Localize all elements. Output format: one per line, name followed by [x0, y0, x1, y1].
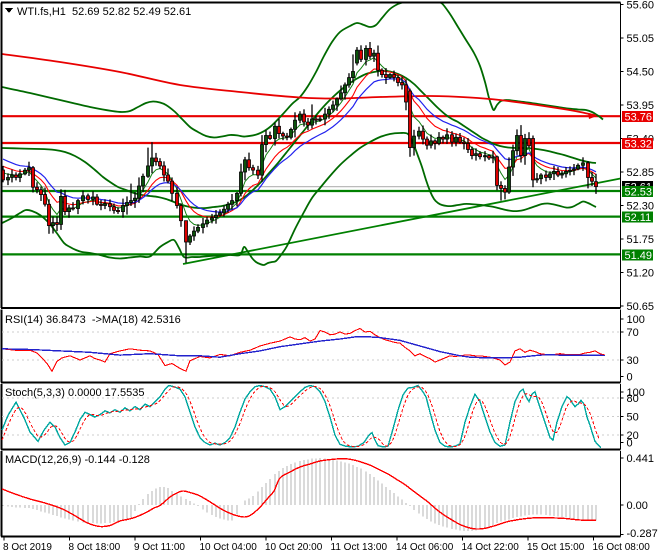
svg-text:20: 20 [627, 430, 639, 442]
svg-text:Stoch(5,3,3) 0.0000 17.5535: Stoch(5,3,3) 0.0000 17.5535 [5, 387, 144, 399]
svg-text:30: 30 [627, 355, 639, 367]
svg-text:10 Oct 04:00: 10 Oct 04:00 [200, 542, 258, 553]
svg-text:0: 0 [627, 438, 633, 450]
svg-text:11 Oct 13:00: 11 Oct 13:00 [331, 542, 388, 553]
svg-text:52.53: 52.53 [625, 187, 653, 199]
svg-text:8 Oct 2019: 8 Oct 2019 [3, 542, 52, 553]
svg-text:54.50: 54.50 [627, 67, 655, 79]
svg-text:50: 50 [627, 412, 639, 424]
svg-text:WTI.fs,H1 52.69 52.82 52.49 5: WTI.fs,H1 52.69 52.82 52.49 52.61 [17, 6, 191, 18]
svg-text:-0.287: -0.287 [627, 528, 658, 540]
svg-text:15 Oct 15:00: 15 Oct 15:00 [527, 542, 585, 553]
svg-text:14 Oct 06:00: 14 Oct 06:00 [396, 542, 454, 553]
svg-text:51.49: 51.49 [625, 250, 653, 262]
svg-text:70: 70 [627, 327, 639, 339]
svg-text:10 Oct 20:00: 10 Oct 20:00 [265, 542, 323, 553]
svg-text:0.441: 0.441 [627, 453, 655, 465]
svg-text:100: 100 [627, 387, 645, 399]
svg-text:RSI(14) 36.8473 ->MA(18) 42.5: RSI(14) 36.8473 ->MA(18) 42.5316 [5, 314, 181, 326]
svg-text:14 Oct 22:00: 14 Oct 22:00 [462, 542, 520, 553]
svg-text:80: 80 [627, 393, 639, 405]
svg-text:52.85: 52.85 [627, 167, 655, 179]
svg-text:MACD(12,26,9) -0.144 -0.128: MACD(12,26,9) -0.144 -0.128 [5, 454, 150, 466]
svg-text:8 Oct 18:00: 8 Oct 18:00 [69, 542, 121, 553]
svg-text:50.65: 50.65 [627, 301, 655, 313]
svg-text:0: 0 [627, 372, 633, 384]
svg-text:0.00: 0.00 [627, 500, 648, 512]
svg-text:51.20: 51.20 [627, 268, 655, 280]
svg-text:53.95: 53.95 [627, 100, 655, 112]
svg-text:53.32: 53.32 [625, 138, 653, 150]
svg-text:100: 100 [627, 314, 645, 326]
svg-text:52.30: 52.30 [627, 201, 655, 213]
svg-text:52.11: 52.11 [625, 212, 652, 224]
svg-text:16 Oct 08:00: 16 Oct 08:00 [593, 542, 651, 553]
svg-text:53.76: 53.76 [625, 112, 653, 124]
svg-text:55.05: 55.05 [627, 33, 655, 45]
svg-text:55.60: 55.60 [627, 0, 655, 12]
svg-text:9 Oct 11:00: 9 Oct 11:00 [134, 542, 185, 553]
svg-text:51.75: 51.75 [627, 234, 655, 246]
